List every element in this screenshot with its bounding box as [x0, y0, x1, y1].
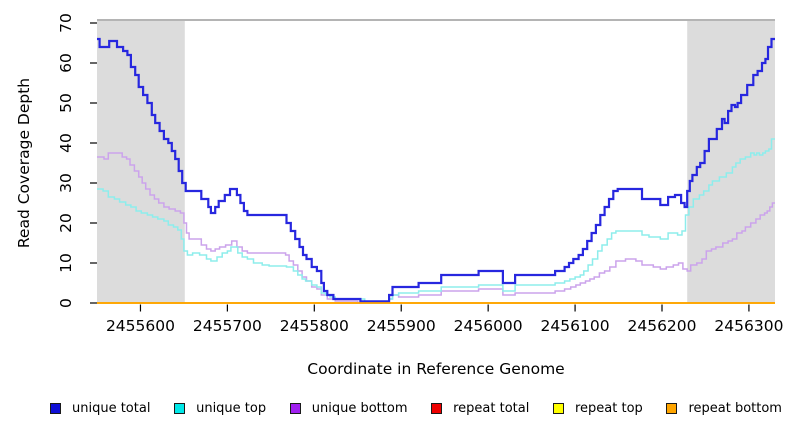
legend-item-repeat-top: repeat top — [553, 401, 643, 416]
y-tick-label: 30 — [57, 173, 75, 193]
x-axis-title: Coordinate in Reference Genome — [307, 360, 565, 378]
legend-label: unique total — [72, 400, 151, 416]
series-line-unique-total — [97, 37, 775, 303]
legend-item-repeat-total: repeat total — [431, 401, 529, 416]
legend-item-unique-top: unique top — [174, 401, 266, 416]
legend-swatch-icon — [289, 402, 301, 414]
x-tick-label: 2455600 — [106, 317, 175, 335]
y-tick-label: 20 — [57, 213, 75, 233]
x-tick-label: 2456000 — [454, 317, 523, 335]
x-tick-label: 2455900 — [367, 317, 436, 335]
x-tick-label: 2456200 — [627, 317, 696, 335]
legend-item-repeat-bottom: repeat bottom — [666, 401, 782, 416]
legend-swatch-icon — [50, 402, 61, 414]
legend-label: unique bottom — [311, 400, 408, 416]
y-tick-label: 0 — [57, 298, 75, 308]
legend-item-unique-total: unique total — [50, 401, 150, 416]
legend: unique total unique top unique bottom repea… — [50, 398, 782, 418]
legend-label: repeat bottom — [688, 400, 782, 416]
legend-item-unique-bottom: unique bottom — [289, 400, 408, 416]
y-tick-label: 60 — [57, 53, 75, 73]
x-tick-label: 2456300 — [714, 317, 783, 335]
legend-swatch-icon — [431, 402, 443, 414]
x-tick-label: 2456100 — [541, 317, 610, 335]
x-tick-label: 2455800 — [280, 317, 349, 335]
legend-swatch-icon — [553, 402, 564, 414]
legend-label: repeat total — [453, 400, 530, 416]
legend-swatch-icon — [174, 402, 186, 414]
y-tick-label: 10 — [57, 253, 75, 273]
series-line-unique-bottom — [97, 152, 775, 304]
coverage-plot: 2455600 2455700 2455800 2455900 2456000 24561… — [57, 13, 783, 335]
series-line-unique-top — [97, 138, 775, 304]
x-tick-label: 2455700 — [193, 317, 262, 335]
y-tick-label: 40 — [57, 133, 75, 153]
y-axis-title: Read Coverage Depth — [15, 77, 33, 249]
y-tick-label: 70 — [57, 13, 75, 33]
legend-swatch-icon — [666, 402, 678, 414]
legend-label: repeat top — [575, 400, 643, 416]
y-tick-label: 50 — [57, 93, 75, 113]
legend-label: unique top — [196, 400, 267, 416]
shaded-region-0 — [97, 21, 185, 303]
